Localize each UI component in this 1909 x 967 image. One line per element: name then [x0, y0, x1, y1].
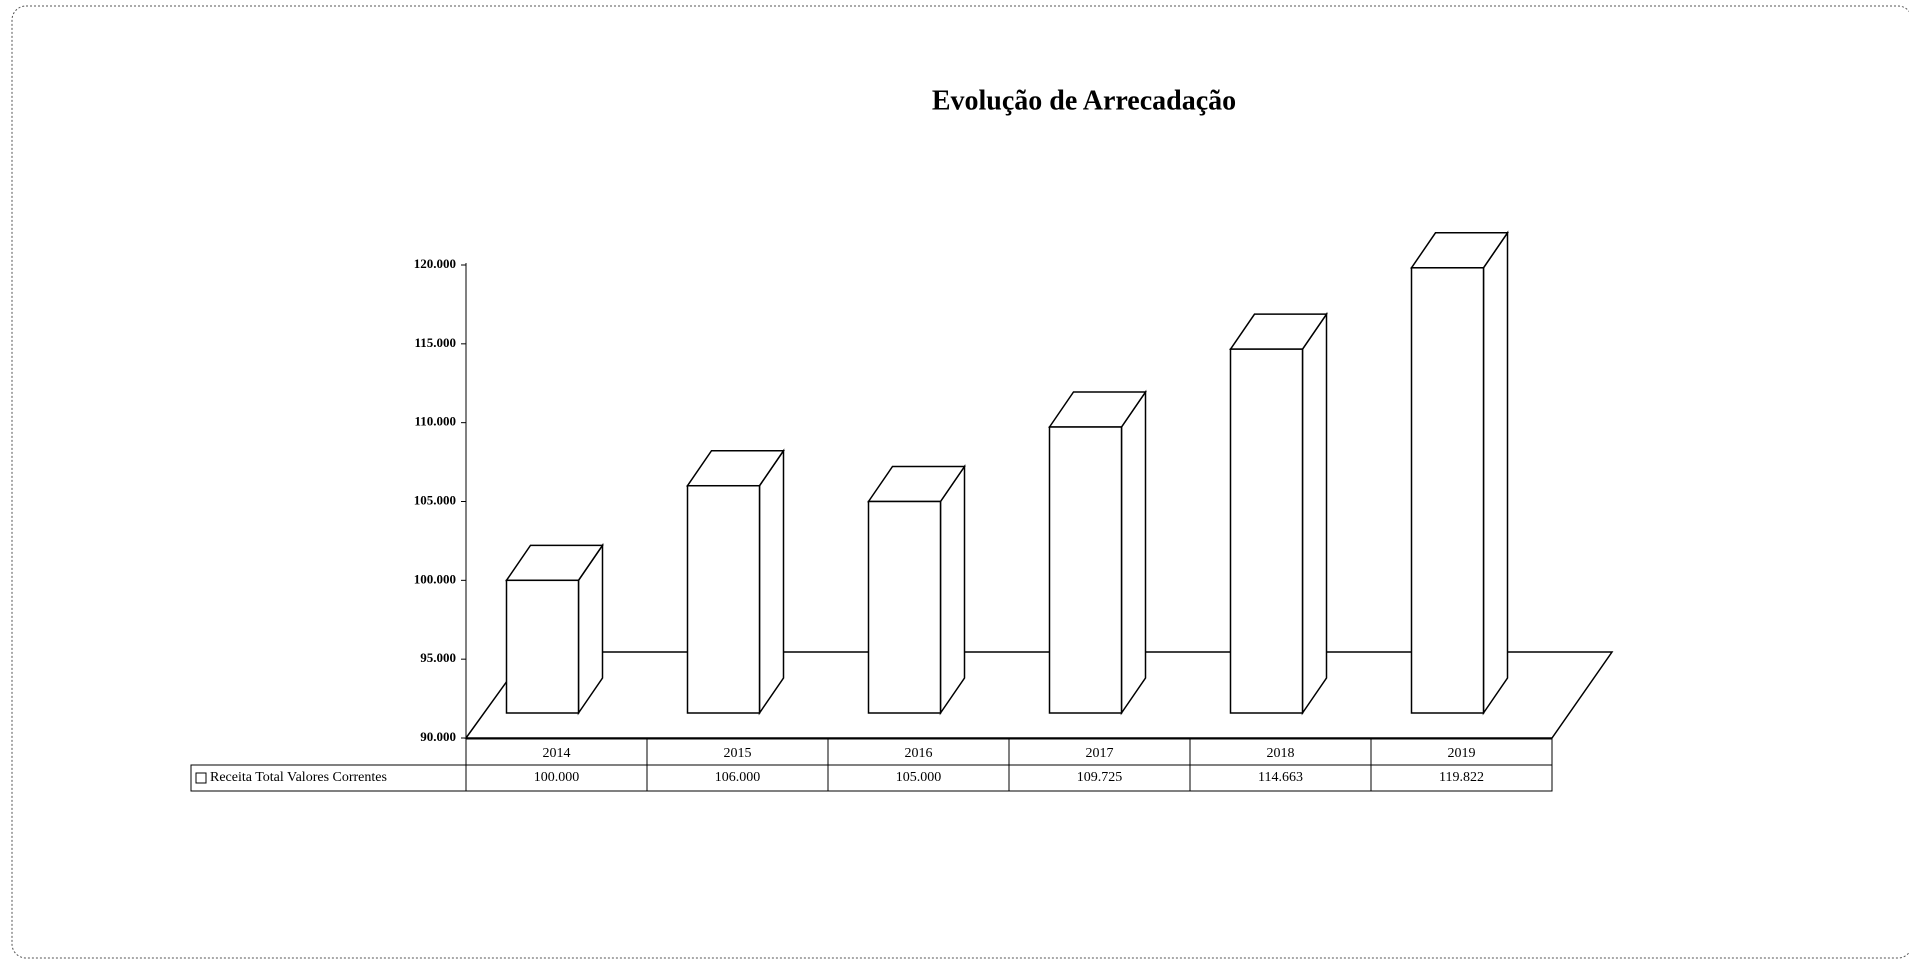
x-tick-label: 2019: [1448, 746, 1476, 761]
data-label: 114.663: [1258, 770, 1303, 785]
bar-side: [1120, 389, 1147, 716]
x-tick-label: 2014: [543, 746, 571, 761]
legend-label: Receita Total Valores Correntes: [210, 770, 387, 785]
data-label: 105.000: [896, 770, 942, 785]
frame: [11, 5, 1909, 959]
x-tick-label: 2016: [905, 746, 933, 761]
x-tick-label: 2018: [1267, 746, 1295, 761]
data-label: 119.822: [1439, 770, 1484, 785]
y-tick-label: 110.000: [414, 414, 456, 429]
y-tick-label: 100.000: [414, 571, 456, 586]
data-label: 109.725: [1077, 770, 1123, 785]
bar-side: [939, 464, 966, 716]
x-tick-label: 2017: [1086, 746, 1114, 761]
y-tick-label: 115.000: [414, 335, 456, 350]
bar-side: [1482, 230, 1509, 716]
bar-side: [758, 448, 785, 716]
data-label: 106.000: [715, 770, 761, 785]
bar: [1410, 267, 1485, 714]
chart-title: Evolução de Arrecadação: [932, 85, 1236, 116]
bar: [1229, 348, 1304, 714]
bar: [1048, 426, 1123, 714]
y-tick-label: 90.000: [420, 729, 456, 744]
x-tick-label: 2015: [724, 746, 752, 761]
bar: [867, 500, 942, 714]
legend-swatch: [195, 772, 207, 784]
data-label: 100.000: [534, 770, 580, 785]
y-tick-label: 95.000: [420, 650, 456, 665]
bar-side: [1301, 311, 1328, 716]
y-tick-label: 105.000: [414, 492, 456, 507]
bar: [505, 579, 580, 714]
bar: [686, 484, 761, 714]
y-tick-label: 120.000: [414, 256, 456, 271]
